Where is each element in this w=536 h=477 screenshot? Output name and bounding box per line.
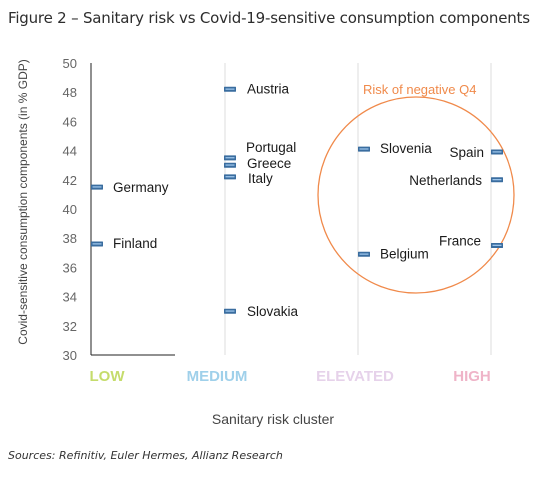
y-tick-label: 48 <box>63 85 77 100</box>
y-ticks: 30 32 34 36 38 40 42 44 46 48 50 <box>63 56 77 363</box>
y-tick-label: 40 <box>63 202 77 217</box>
point-label-germany: Germany <box>113 180 169 195</box>
y-tick-label: 36 <box>63 260 77 275</box>
point-label-finland: Finland <box>113 236 157 251</box>
x-axis-title: Sanitary risk cluster <box>212 411 334 427</box>
cluster-labels: LOW MEDIUM ELEVATED HIGH <box>90 368 491 385</box>
point-marker-highlight <box>92 243 102 245</box>
y-tick-label: 30 <box>63 348 77 363</box>
point-label-austria: Austria <box>247 81 290 96</box>
cluster-label-medium: MEDIUM <box>187 368 248 385</box>
point-label-netherlands: Netherlands <box>409 173 482 188</box>
cluster-label-high: HIGH <box>453 368 491 385</box>
y-tick-label: 38 <box>63 231 77 246</box>
risk-circle <box>317 96 515 294</box>
point-label-slovakia: Slovakia <box>247 304 299 319</box>
point-marker-highlight <box>225 88 235 90</box>
point-marker-highlight <box>225 157 235 159</box>
cluster-label-elevated: ELEVATED <box>316 368 394 385</box>
point-marker-highlight <box>225 164 235 166</box>
point-label-belgium: Belgium <box>380 246 429 261</box>
y-tick-label: 50 <box>63 56 77 71</box>
point-label-france: France <box>439 234 481 249</box>
y-tick-label: 32 <box>63 319 77 334</box>
point-label-slovenia: Slovenia <box>380 141 432 156</box>
risk-annotation: Risk of negative Q4 <box>363 82 476 97</box>
point-marker-highlight <box>359 253 369 255</box>
y-tick-label: 34 <box>63 290 77 305</box>
point-label-portugal: Portugal <box>246 140 296 155</box>
cluster-dividers <box>224 63 492 355</box>
point-label-greece: Greece <box>247 156 291 171</box>
point-marker-highlight <box>492 151 502 153</box>
cluster-label-low: LOW <box>90 368 126 385</box>
point-marker-highlight <box>492 179 502 181</box>
y-tick-label: 46 <box>63 114 77 129</box>
source-note: Sources: Refinitiv, Euler Hermes, Allian… <box>8 449 283 462</box>
point-marker-highlight <box>359 148 369 150</box>
y-tick-label: 44 <box>63 144 77 159</box>
axes <box>90 63 175 356</box>
point-marker-highlight <box>225 310 235 312</box>
y-axis-label: Covid-sensitive consumption components (… <box>16 59 30 344</box>
point-label-italy: Italy <box>248 171 273 186</box>
figure-title: Figure 2 – Sanitary risk vs Covid-19-sen… <box>8 9 530 27</box>
point-marker-highlight <box>225 176 235 178</box>
point-marker-highlight <box>92 186 102 188</box>
data-points: Germany Finland Austria PortugalGreeceItaly… <box>91 81 503 319</box>
point-marker-highlight <box>492 244 502 246</box>
point-label-spain: Spain <box>449 145 484 160</box>
risk-circle-group <box>317 96 515 294</box>
y-tick-label: 42 <box>63 173 77 188</box>
